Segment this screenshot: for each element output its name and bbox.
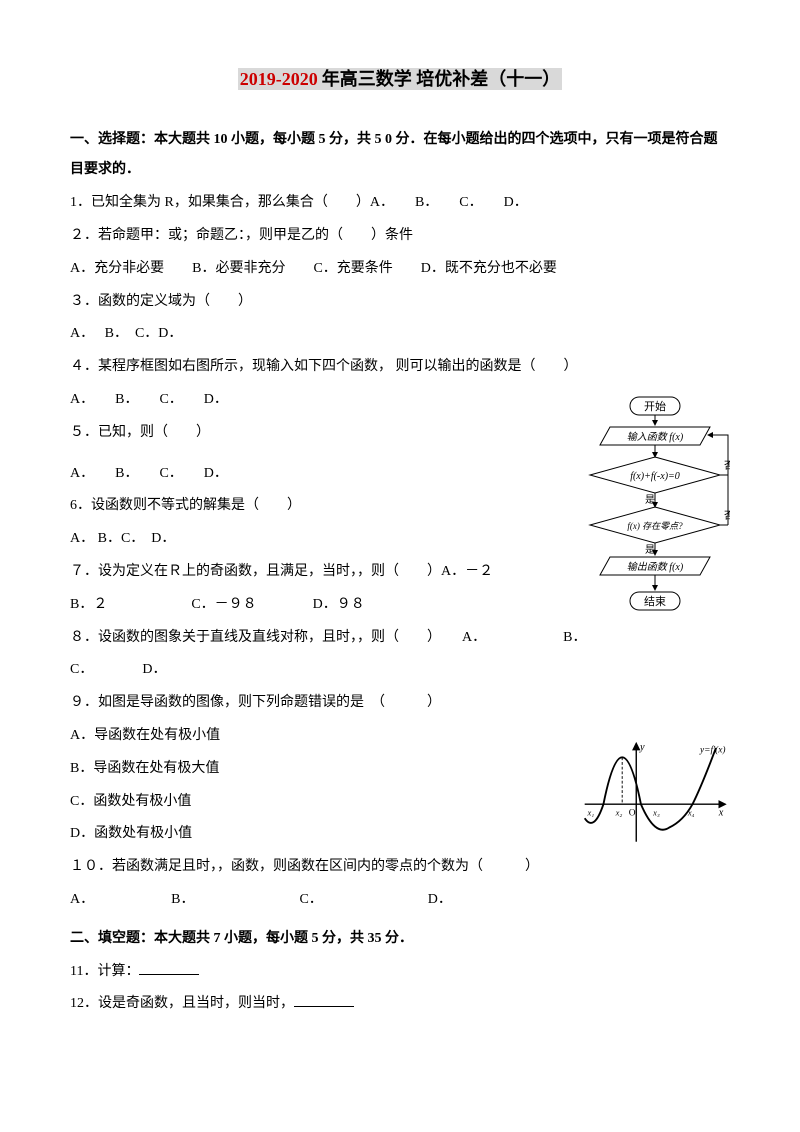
g-x3: x₃ <box>652 807 660 817</box>
q11: 11．计算： <box>70 957 730 988</box>
g-xlabel: x <box>718 807 724 818</box>
q1: 1．已知全集为 R，如果集合，那么集合（ ）A． B． C． D． <box>70 188 730 219</box>
g-x2: x₂ <box>615 807 623 817</box>
derivative-graph: y x O y=f'(x) x₁ x₂ x₃ x₄ <box>580 735 730 850</box>
q12-text: 12．设是奇函数，且当时，则当时， <box>70 996 294 1011</box>
title-rest: 年高三数学 培优补差（十一） <box>320 68 563 90</box>
fc-end: 结束 <box>644 595 666 608</box>
q3-opts: A． B． C．D． <box>70 319 730 350</box>
q8-opts: C． D． <box>70 655 730 686</box>
q2: ２．若命题甲：或；命题乙：，则甲是乙的（ ）条件 <box>70 221 730 252</box>
q10-opts: A． B． C． D． <box>70 885 730 916</box>
q11-text: 11．计算： <box>70 964 139 979</box>
q9: ９．如图是导函数的图像，则下列命题错误的是 （ ） <box>70 688 730 719</box>
title-year: 2019-2020 <box>238 68 320 90</box>
fc-no2: 否 <box>724 510 730 522</box>
g-x4: x₄ <box>687 807 695 817</box>
q3: ３．函数的定义域为（ ） <box>70 287 730 318</box>
section2-header: 二、填空题：本大题共 7 小题，每小题 5 分，共 35 分． <box>70 924 730 955</box>
q4: ４．某程序框图如右图所示，现输入如下四个函数， 则可以输出的函数是（ ） <box>70 352 730 383</box>
g-curve: y=f'(x) <box>699 745 725 756</box>
flowchart-diagram: 开始 输入函数 f(x) f(x)+f(-x)=0 是 否 f(x) 存在零点?… <box>580 395 730 625</box>
section1-header: 一、选择题：本大题共 10 小题，每小题 5 分，共 5 0 分．在每小题给出的… <box>70 125 730 187</box>
fc-output: 输出函数 f(x) <box>627 561 684 573</box>
g-ylabel: y <box>639 742 645 753</box>
q12-blank <box>294 991 354 1007</box>
q11-blank <box>139 959 199 975</box>
fc-yes1: 是 <box>645 494 655 506</box>
fc-no1: 否 <box>724 460 730 472</box>
q10: １０．若函数满足且时，，函数，则函数在区间内的零点的个数为（ ） <box>70 852 730 883</box>
fc-cond1: f(x)+f(-x)=0 <box>630 471 680 482</box>
fc-input: 输入函数 f(x) <box>627 431 684 443</box>
q2-opts: A．充分非必要 B．必要非充分 C．充要条件 D．既不充分也不必要 <box>70 254 730 285</box>
q12: 12．设是奇函数，且当时，则当时， <box>70 989 730 1020</box>
fc-start: 开始 <box>644 399 666 413</box>
page-title: 2019-2020年高三数学 培优补差（十一） <box>70 60 730 100</box>
fc-cond2: f(x) 存在零点? <box>627 521 683 531</box>
q8: ８．设函数的图象关于直线及直线对称，且时，，则（ ） A． B． <box>70 623 730 654</box>
fc-yes2: 是 <box>645 544 655 556</box>
g-x1: x₁ <box>587 807 595 817</box>
g-origin: O <box>629 808 636 818</box>
